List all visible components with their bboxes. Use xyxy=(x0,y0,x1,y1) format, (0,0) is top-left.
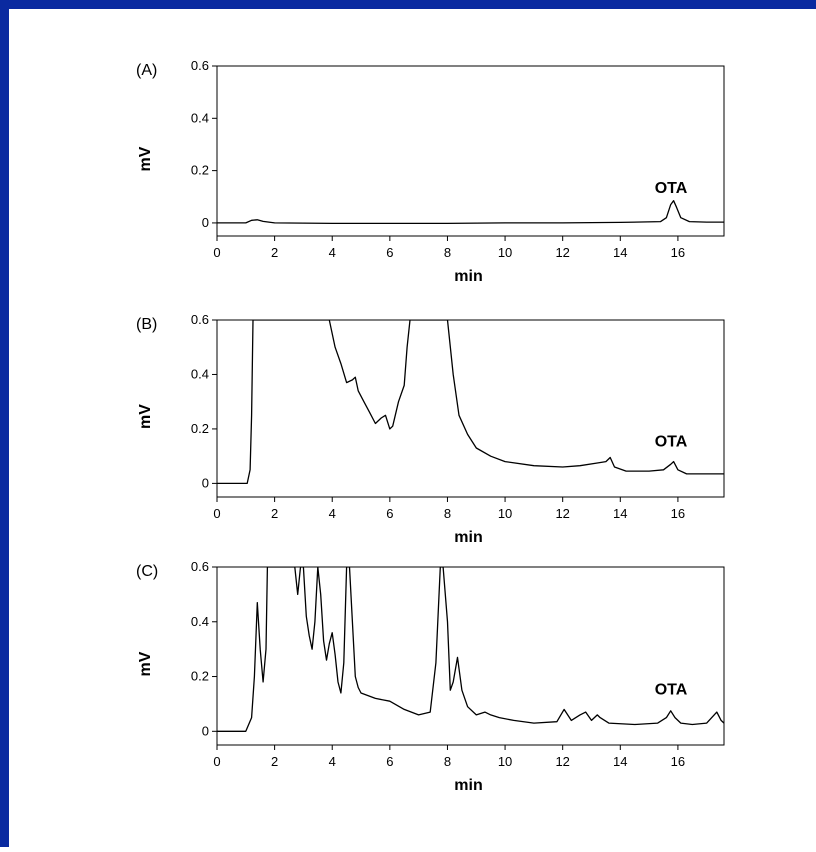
chart-b-x-tick-label: 2 xyxy=(271,506,278,521)
chart-c-x-tick-label: 12 xyxy=(555,754,569,769)
chart-a-y-tick-label: 0 xyxy=(202,215,209,230)
chart-a-y-tick-label: 0.2 xyxy=(191,163,209,178)
chart-a-x-tick-label: 8 xyxy=(444,245,451,260)
chart-b-panel-label: (B) xyxy=(136,316,157,333)
chart-b-series-line xyxy=(217,320,724,485)
chart-b-y-tick-label: 0.4 xyxy=(191,366,209,381)
chart-c-y-tick-label: 0.6 xyxy=(191,559,209,574)
chart-c-x-tick-label: 4 xyxy=(329,754,336,769)
chart-b-x-tick-label: 8 xyxy=(444,506,451,521)
chart-c-y-axis-label: mV xyxy=(137,651,154,676)
chart-a-y-axis-label: mV xyxy=(137,146,154,171)
chart-c-x-tick-label: 2 xyxy=(271,754,278,769)
chart-b-plot-frame xyxy=(216,319,725,498)
chart-b-y-tick-label: 0.2 xyxy=(191,421,209,436)
chart-b-x-tick-label: 10 xyxy=(498,506,512,521)
chart-a-plot-frame xyxy=(216,65,725,237)
chart-a-x-tick-label: 0 xyxy=(213,245,220,260)
chart-a-series-line xyxy=(217,200,724,225)
chart-c-x-tick-label: 6 xyxy=(386,754,393,769)
chart-a-x-tick-label: 12 xyxy=(555,245,569,260)
chart-a-x-tick-label: 16 xyxy=(671,245,685,260)
chart-b: 0 2 4 6 8 10 12 14 16 0 0.2 0.4 0.6 (B) min mV OTA xyxy=(136,312,725,546)
chart-c-panel-label: (C) xyxy=(136,563,158,580)
chart-b-x-axis-label: min xyxy=(454,529,482,546)
chart-c-ota-label: OTA xyxy=(655,681,688,698)
chart-c-x-tick-label: 8 xyxy=(444,754,451,769)
chart-c-series-line xyxy=(217,567,724,732)
chart-c-x-tick-label: 16 xyxy=(671,754,685,769)
chart-a-y-tick-label: 0.6 xyxy=(191,58,209,73)
chart-a: 0 2 4 6 8 10 12 14 16 0 0.2 0.4 0.6 (A) min mV OTA xyxy=(136,58,725,285)
chart-b-y-axis-label: mV xyxy=(137,404,154,429)
chart-a-x-tick-label: 2 xyxy=(271,245,278,260)
chart-a-x-tick-label: 4 xyxy=(329,245,336,260)
chart-b-x-tick-label: 12 xyxy=(555,506,569,521)
chart-b-x-tick-label: 16 xyxy=(671,506,685,521)
chart-b-x-tick-label: 6 xyxy=(386,506,393,521)
chart-a-y-tick-label: 0.4 xyxy=(191,110,209,125)
chromatogram-figure: 0 2 4 6 8 10 12 14 16 0 0.2 0.4 0.6 (A) min mV OTA 0 2 4 6 8 1… xyxy=(136,58,725,794)
chart-a-x-axis-label: min xyxy=(454,268,482,285)
chart-b-ota-label: OTA xyxy=(655,434,688,451)
chart-b-x-tick-label: 4 xyxy=(329,506,336,521)
chart-c-x-tick-label: 10 xyxy=(498,754,512,769)
chart-c-x-tick-label: 0 xyxy=(213,754,220,769)
chart-a-panel-label: (A) xyxy=(136,62,157,79)
chart-c-x-axis-label: min xyxy=(454,777,482,794)
chart-c-y-tick-label: 0 xyxy=(202,723,209,738)
chart-c-y-tick-label: 0.2 xyxy=(191,669,209,684)
chart-c-y-tick-label: 0.4 xyxy=(191,614,209,629)
chart-a-ota-label: OTA xyxy=(655,180,688,197)
chart-a-x-tick-label: 14 xyxy=(613,245,627,260)
chart-a-x-tick-label: 6 xyxy=(386,245,393,260)
chart-b-y-tick-label: 0.6 xyxy=(191,312,209,327)
chart-c: 0 2 4 6 8 10 12 14 16 0 0.2 0.4 0.6 (C) min mV OTA xyxy=(136,559,725,794)
chart-b-x-tick-label: 0 xyxy=(213,506,220,521)
chart-b-x-tick-label: 14 xyxy=(613,506,627,521)
chart-b-y-tick-label: 0 xyxy=(202,475,209,490)
chart-c-plot-frame xyxy=(216,566,725,746)
chart-a-x-tick-label: 10 xyxy=(498,245,512,260)
chart-c-x-tick-label: 14 xyxy=(613,754,627,769)
